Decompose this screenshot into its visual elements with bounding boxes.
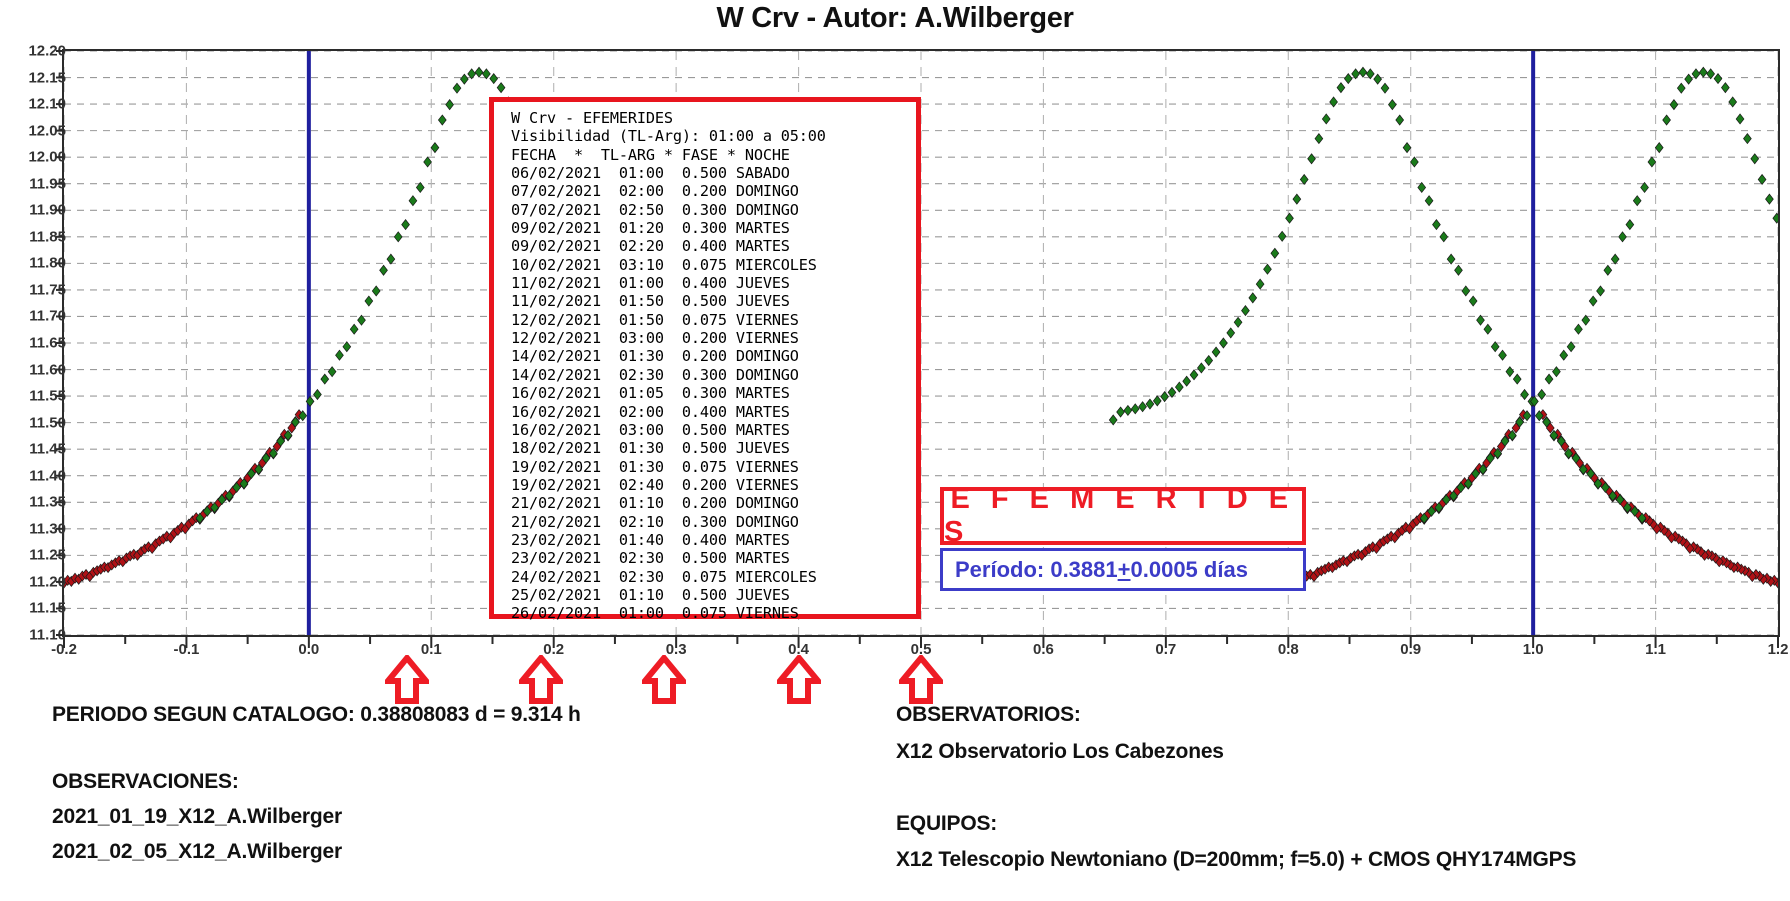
y-axis-tick: 12.20	[28, 42, 66, 60]
observaciones-title: OBSERVACIONES:	[52, 770, 239, 793]
efemerides-banner-label: E F E M E R I D E S	[944, 483, 1295, 548]
x-axis-tick: 0.9	[1400, 641, 1422, 658]
x-axis-tick: 0.1	[420, 641, 442, 658]
x-axis-tick: 0.7	[1155, 641, 1177, 658]
page-title: W Crv - Autor: A.Wilberger	[716, 2, 1074, 34]
phase-arrow-icon	[773, 653, 824, 710]
x-axis-tick: 0.8	[1277, 641, 1299, 658]
y-axis-tick: 11.80	[29, 254, 66, 272]
y-axis-tick: 11.45	[29, 440, 66, 458]
y-axis-tick: 12.10	[28, 95, 66, 113]
x-axis-tick: 0.0	[298, 641, 320, 658]
x-axis-tick: 1.1	[1645, 641, 1666, 658]
y-axis-tick: 11.55	[29, 387, 66, 405]
x-axis-tick: 0.5	[910, 641, 932, 658]
y-axis-tick: 11.60	[29, 361, 66, 379]
periodo-prefix: Período: 0.3881	[955, 556, 1118, 582]
observatorios-title: OBSERVATORIOS:	[896, 703, 1081, 726]
y-axis-tick: 12.15	[28, 69, 66, 87]
x-axis-tick: 0.6	[1032, 641, 1054, 658]
observacion-item: 2021_01_19_X12_A.Wilberger	[52, 805, 342, 828]
y-axis-tick: 11.30	[29, 520, 66, 538]
catalog-period-text: PERIODO SEGUN CATALOGO: 0.38808083 d = 9…	[52, 703, 581, 726]
y-axis-tick: 11.20	[29, 573, 66, 591]
observacion-item: 2021_02_05_X12_A.Wilberger	[52, 840, 342, 863]
x-axis-tick-labels: -0.2 -0.1 0.0 0.1 0.2 0.3 0.4 0.5 0.6 0.7 0.8 0.9 1.…	[0, 641, 1790, 667]
x-axis-tick: -0.1	[173, 641, 200, 658]
periodo-box: Período: 0.3881 + 0.0005 días	[940, 548, 1306, 591]
y-axis-tick: 11.70	[29, 307, 66, 325]
periodo-suffix: 0.0005 días	[1130, 556, 1248, 582]
x-axis-tick: 1.2	[1767, 641, 1789, 658]
equipo-item: X12 Telescopio Newtoniano (D=200mm; f=5.…	[896, 848, 1577, 871]
periodo-plusminus: +	[1117, 556, 1131, 582]
y-axis-tick: 11.90	[29, 201, 66, 219]
efemerides-banner: E F E M E R I D E S	[940, 483, 1306, 548]
y-axis-tick: 11.40	[29, 467, 66, 485]
x-axis-tick: -0.2	[51, 641, 77, 658]
y-axis-tick: 11.10	[29, 626, 66, 644]
ephemerides-text: W Crv - EFEMERIDES Visibilidad (TL-Arg):…	[511, 109, 826, 623]
x-axis-tick: 0.4	[788, 641, 809, 658]
y-axis-tick: 11.65	[29, 334, 66, 352]
y-axis-tick: 11.95	[29, 175, 66, 193]
phase-arrow-icon	[638, 653, 690, 710]
y-axis-tick: 12.00	[28, 148, 66, 166]
axis-tick-marks	[56, 50, 1779, 648]
y-axis-tick: 11.75	[29, 281, 66, 299]
phase-arrow-markers	[0, 653, 1790, 710]
y-axis-tick: 11.50	[29, 414, 66, 432]
phase-arrow-icon	[516, 653, 567, 710]
phase-arrow-icon	[895, 653, 947, 710]
equipos-title: EQUIPOS:	[896, 812, 998, 835]
x-axis-tick: 0.3	[665, 641, 687, 658]
y-axis-tick: 12.05	[28, 122, 66, 140]
ephemerides-panel: W Crv - EFEMERIDES Visibilidad (TL-Arg):…	[489, 97, 921, 622]
y-axis-tick: 11.25	[29, 546, 66, 564]
y-axis-tick: 11.35	[29, 493, 66, 511]
phase-arrow-icon	[381, 653, 433, 710]
y-axis-tick: 11.15	[29, 599, 66, 617]
x-axis-tick: 1.0	[1522, 641, 1544, 658]
x-axis-tick: 0.2	[543, 641, 565, 658]
chart-plot-area	[62, 49, 1780, 637]
observatorio-item: X12 Observatorio Los Cabezones	[896, 740, 1224, 763]
y-axis-tick-labels: 11.10 11.15 11.20 11.25 11.30 11.35 11.40 11.45…	[0, 43, 1790, 644]
y-axis-tick: 11.85	[29, 228, 66, 246]
